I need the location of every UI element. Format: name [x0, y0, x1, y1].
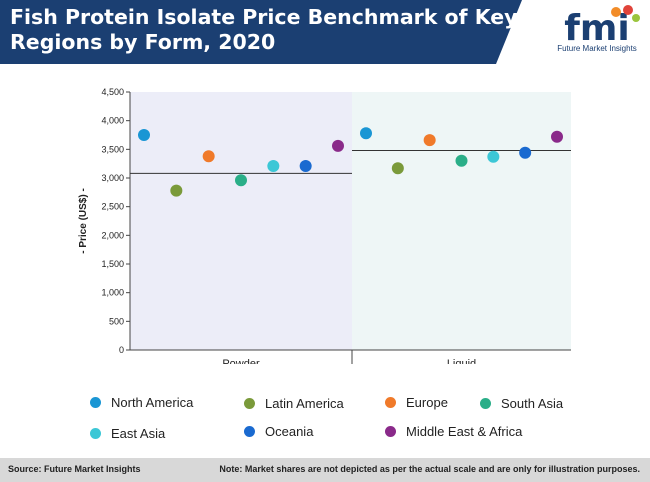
data-point: [551, 130, 563, 143]
legend-label: North America: [111, 394, 194, 410]
legend-marker: [90, 396, 101, 408]
y-tick-label: 3,500: [101, 144, 124, 154]
y-tick-label: 1,000: [101, 288, 124, 298]
category-labels: Powder Liquid: [222, 358, 476, 364]
data-point: [455, 154, 468, 167]
data-point: [519, 146, 532, 159]
y-tick-label: 0: [119, 345, 124, 355]
legend-marker: [385, 396, 396, 408]
category-label: Powder: [222, 358, 260, 364]
y-axis-label: - Price (US$) -: [78, 188, 89, 254]
legend-marker: [244, 425, 255, 437]
y-tick-label: 2,000: [101, 230, 124, 240]
legend-label: East Asia: [111, 425, 166, 441]
legend-item: Oceania: [244, 422, 313, 440]
legend-item: East Asia: [90, 424, 165, 442]
legend-marker: [480, 397, 491, 409]
benchmark-lines: [130, 149, 571, 174]
legend-label: Oceania: [265, 423, 314, 439]
y-tick-label: 500: [109, 316, 124, 326]
legend-marker: [244, 397, 255, 409]
y-tick-label: 3,000: [101, 173, 124, 183]
data-point: [332, 139, 344, 152]
fmi-logo: fmi Future Market Insights: [548, 4, 646, 60]
legend-item: Europe: [385, 393, 448, 411]
legend-label: Middle East & Africa: [406, 423, 523, 439]
y-axis-ticks: 0 500 1,000 1,500 2,000 2,500 3,000 3,500 4,000 4…: [101, 87, 130, 355]
source-text: Source: Future Market Insights: [8, 464, 141, 474]
legend-item: North America: [90, 393, 193, 411]
legend-marker: [385, 425, 396, 437]
data-point: [235, 174, 247, 187]
footer-bar: Source: Future Market Insights Note: Mar…: [0, 458, 650, 482]
liquid-panel-background: [352, 92, 571, 350]
data-point: [170, 184, 183, 197]
y-tick-label: 2,500: [101, 202, 124, 212]
y-tick-label: 4,500: [101, 87, 124, 97]
data-point: [423, 134, 436, 147]
powder-panel-background: [130, 92, 352, 350]
legend-marker: [90, 427, 101, 439]
legend-label: South Asia: [501, 395, 564, 411]
y-tick-label: 4,000: [101, 116, 124, 126]
data-point: [267, 159, 280, 172]
data-point: [202, 150, 215, 163]
header-banner: Fish Protein Isolate Price Benchmark of …: [0, 0, 650, 64]
data-point: [487, 150, 500, 163]
legend-label: Europe: [406, 394, 448, 410]
legend-item: Latin America: [244, 394, 344, 412]
data-point: [299, 159, 312, 172]
fmi-logo-mark: fmi: [564, 5, 640, 46]
legend-item: South Asia: [480, 394, 563, 412]
legend-label: Latin America: [265, 395, 344, 411]
data-points: [138, 127, 563, 197]
chart-title: Fish Protein Isolate Price Benchmark of …: [10, 5, 518, 54]
y-tick-label: 1,500: [101, 259, 124, 269]
price-chart: 0 500 1,000 1,500 2,000 2,500 3,000 3,500 4,000 4…: [78, 87, 571, 364]
data-point: [391, 162, 404, 175]
category-label: Liquid: [447, 358, 476, 364]
note-text: Note: Market shares are not depicted as …: [219, 464, 640, 474]
legend-item: Middle East & Africa: [385, 422, 522, 440]
header-background: [0, 0, 522, 64]
data-point: [360, 127, 372, 140]
fmi-logo-caption: Future Market Insights: [557, 44, 637, 53]
data-point: [138, 129, 150, 141]
